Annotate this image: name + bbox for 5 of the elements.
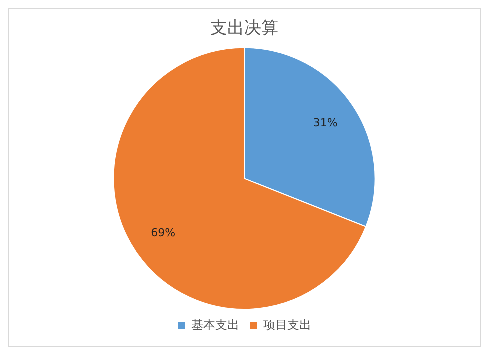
legend-label: 基本支出 [192,318,240,332]
data-label: 69% [151,226,176,240]
chart-title: 支出决算 [210,18,278,39]
data-label: 31% [313,116,338,130]
legend-label: 项目支出 [264,318,312,332]
